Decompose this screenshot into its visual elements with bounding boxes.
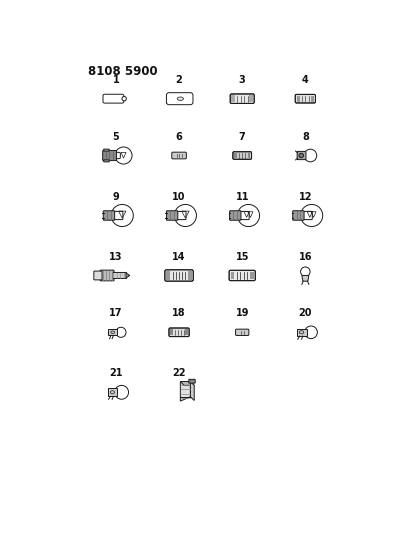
Text: 21: 21 bbox=[109, 368, 122, 378]
Text: 18: 18 bbox=[172, 309, 186, 318]
FancyBboxPatch shape bbox=[185, 329, 188, 335]
Text: 22: 22 bbox=[172, 368, 186, 378]
Polygon shape bbox=[296, 328, 307, 336]
FancyBboxPatch shape bbox=[295, 94, 316, 103]
FancyBboxPatch shape bbox=[249, 95, 253, 102]
FancyBboxPatch shape bbox=[296, 95, 300, 102]
FancyBboxPatch shape bbox=[113, 212, 123, 220]
FancyBboxPatch shape bbox=[234, 153, 236, 158]
Circle shape bbox=[238, 205, 260, 227]
FancyBboxPatch shape bbox=[104, 160, 109, 162]
Circle shape bbox=[115, 147, 132, 164]
Polygon shape bbox=[180, 382, 194, 385]
Circle shape bbox=[300, 205, 323, 227]
FancyBboxPatch shape bbox=[248, 153, 250, 158]
Circle shape bbox=[115, 385, 129, 399]
FancyBboxPatch shape bbox=[311, 95, 314, 102]
Text: 9: 9 bbox=[113, 191, 119, 201]
Polygon shape bbox=[190, 382, 194, 400]
FancyBboxPatch shape bbox=[166, 93, 193, 104]
FancyBboxPatch shape bbox=[103, 94, 124, 103]
Text: 14: 14 bbox=[172, 252, 186, 262]
FancyBboxPatch shape bbox=[302, 212, 312, 220]
FancyBboxPatch shape bbox=[236, 329, 249, 335]
FancyBboxPatch shape bbox=[165, 270, 193, 281]
Text: 6: 6 bbox=[175, 132, 182, 142]
Text: 4: 4 bbox=[302, 75, 309, 85]
FancyBboxPatch shape bbox=[103, 211, 115, 220]
Text: 1: 1 bbox=[113, 75, 119, 85]
Text: 15: 15 bbox=[236, 252, 249, 262]
Text: 20: 20 bbox=[299, 309, 312, 318]
Text: 8: 8 bbox=[302, 132, 309, 142]
FancyBboxPatch shape bbox=[176, 212, 186, 220]
FancyBboxPatch shape bbox=[250, 272, 254, 279]
Text: 2: 2 bbox=[175, 75, 182, 85]
Text: 5: 5 bbox=[113, 132, 119, 142]
Text: 12: 12 bbox=[299, 191, 312, 201]
FancyBboxPatch shape bbox=[230, 94, 254, 103]
Text: 3: 3 bbox=[239, 75, 246, 85]
Circle shape bbox=[305, 326, 317, 338]
Circle shape bbox=[111, 205, 133, 227]
Polygon shape bbox=[180, 382, 190, 401]
FancyBboxPatch shape bbox=[170, 329, 173, 335]
Text: 8108 5900: 8108 5900 bbox=[88, 66, 157, 78]
Polygon shape bbox=[126, 273, 130, 278]
Circle shape bbox=[299, 154, 303, 158]
Text: 7: 7 bbox=[239, 132, 246, 142]
FancyBboxPatch shape bbox=[100, 270, 114, 281]
FancyBboxPatch shape bbox=[169, 328, 189, 337]
Text: 10: 10 bbox=[172, 191, 186, 201]
Circle shape bbox=[300, 267, 310, 277]
FancyBboxPatch shape bbox=[188, 271, 192, 280]
FancyBboxPatch shape bbox=[231, 272, 234, 279]
Polygon shape bbox=[115, 152, 120, 159]
Text: 11: 11 bbox=[236, 191, 249, 201]
FancyBboxPatch shape bbox=[104, 149, 109, 151]
Text: 13: 13 bbox=[109, 252, 122, 262]
Ellipse shape bbox=[177, 97, 183, 100]
FancyBboxPatch shape bbox=[94, 271, 102, 280]
FancyBboxPatch shape bbox=[229, 270, 255, 281]
FancyBboxPatch shape bbox=[297, 151, 306, 159]
FancyBboxPatch shape bbox=[172, 152, 186, 159]
Circle shape bbox=[304, 149, 317, 162]
Polygon shape bbox=[302, 276, 309, 281]
Text: 16: 16 bbox=[299, 252, 312, 262]
FancyBboxPatch shape bbox=[233, 152, 252, 159]
FancyBboxPatch shape bbox=[231, 95, 235, 102]
FancyBboxPatch shape bbox=[113, 272, 127, 279]
FancyBboxPatch shape bbox=[230, 211, 241, 220]
Circle shape bbox=[116, 327, 126, 337]
FancyBboxPatch shape bbox=[166, 271, 170, 280]
Text: 17: 17 bbox=[109, 309, 122, 318]
Polygon shape bbox=[108, 388, 117, 397]
FancyBboxPatch shape bbox=[189, 379, 195, 383]
FancyBboxPatch shape bbox=[166, 211, 178, 220]
Circle shape bbox=[174, 205, 196, 227]
Polygon shape bbox=[109, 329, 117, 335]
FancyBboxPatch shape bbox=[103, 150, 117, 160]
Text: 19: 19 bbox=[236, 309, 249, 318]
Circle shape bbox=[122, 96, 126, 101]
FancyBboxPatch shape bbox=[239, 212, 249, 220]
FancyBboxPatch shape bbox=[293, 211, 304, 220]
